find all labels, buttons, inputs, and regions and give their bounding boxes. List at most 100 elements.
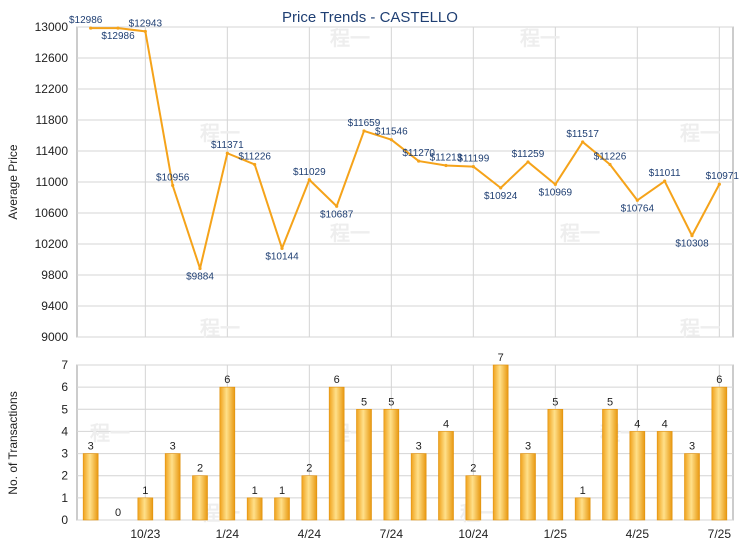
transaction-count-label: 5 [552, 396, 558, 408]
price-y-tick-label: 13000 [35, 20, 69, 34]
transaction-count-label: 3 [170, 441, 176, 453]
transaction-count-label: 1 [252, 485, 258, 497]
transaction-bar [137, 497, 154, 521]
transactions-y-tick-label: 4 [61, 424, 68, 438]
watermark-glyph: 程一 [560, 222, 600, 245]
price-point [690, 234, 694, 238]
price-point [307, 178, 311, 182]
price-line [90, 27, 721, 270]
price-data-label: $9884 [186, 271, 214, 282]
price-point [553, 182, 557, 187]
transaction-bar [219, 386, 236, 521]
price-data-label: $10308 [675, 239, 709, 250]
transactions-grid [77, 364, 733, 521]
price-point [335, 204, 339, 208]
price-point [253, 162, 257, 167]
transaction-count-label: 2 [197, 463, 203, 475]
price-data-label: $11659 [348, 118, 381, 129]
price-y-tick-label: 12600 [35, 51, 69, 65]
transaction-count-label: 6 [224, 374, 230, 386]
transaction-count-label: 2 [470, 463, 476, 475]
transaction-count-label: 3 [88, 441, 94, 453]
price-data-label: $11259 [512, 149, 545, 160]
price-data-label: $11226 [238, 151, 271, 162]
price-y-tick-label: 12200 [35, 82, 69, 96]
transaction-count-label: 4 [662, 418, 668, 430]
transaction-bar [629, 431, 646, 521]
price-data-labels: $12986$12986$12943$10956$9884$11371$1122… [69, 15, 739, 282]
transaction-bar [547, 408, 564, 521]
transaction-count-label: 6 [334, 374, 340, 386]
price-point [89, 26, 93, 30]
transaction-count-label: 7 [498, 352, 504, 364]
price-data-label: $11270 [402, 148, 435, 159]
transaction-count-label: 1 [142, 485, 148, 497]
transaction-count-label: 5 [607, 396, 613, 408]
watermark-glyph: 程一 [680, 122, 720, 145]
transaction-count-label: 1 [580, 485, 586, 497]
price-data-label: $11546 [375, 127, 408, 138]
transaction-bar [356, 408, 372, 521]
price-y-tick-label: 10600 [35, 206, 69, 220]
price-y-tick-label: 9400 [41, 299, 68, 313]
transaction-bar [684, 453, 700, 521]
transaction-bar [82, 453, 99, 521]
x-tick-label: 7/24 [380, 527, 404, 541]
transaction-count-label: 5 [388, 396, 394, 408]
price-y-tick-label: 11000 [36, 175, 69, 189]
transaction-bar [574, 497, 591, 521]
x-axis: 10/23 1/24 4/24 7/24 10/24 1/25 4/25 7/25 [130, 527, 731, 541]
price-y-tick-label: 9000 [41, 330, 68, 344]
price-point [389, 138, 393, 142]
transaction-bar [520, 453, 536, 521]
transaction-count-label: 1 [279, 485, 285, 497]
price-point [417, 159, 421, 163]
watermark-glyph: 程一 [520, 27, 560, 50]
transaction-count-label: 3 [525, 441, 531, 453]
price-data-label: $10924 [484, 191, 518, 202]
transactions-y-axis: 0 1 2 3 4 5 6 7 [61, 358, 68, 527]
price-y-tick-label: 11400 [36, 144, 69, 158]
transactions-plot-area [76, 364, 734, 521]
transactions-y-tick-label: 3 [61, 447, 68, 461]
transaction-count-label: 3 [689, 441, 695, 453]
x-tick-label: 4/24 [298, 527, 322, 541]
price-data-label: $10687 [320, 209, 354, 220]
x-tick-label: 1/24 [216, 527, 240, 541]
transactions-y-tick-label: 5 [61, 402, 68, 416]
transaction-bar [246, 497, 263, 521]
price-data-label: $10971 [706, 171, 740, 182]
price-data-label: $10144 [265, 251, 299, 262]
price-data-label: $11213 [430, 152, 463, 163]
price-y-tick-label: 9800 [41, 268, 68, 282]
price-data-label: $10956 [156, 172, 190, 183]
x-tick-label: 10/23 [130, 527, 160, 541]
transactions-y-tick-label: 0 [61, 513, 68, 527]
price-data-label: $10969 [539, 187, 573, 198]
watermark-glyph: 程一 [680, 317, 720, 340]
watermark-glyph: 程一 [200, 122, 240, 145]
transaction-count-label: 4 [443, 418, 449, 430]
price-y-axis: 9000 9400 9800 10200 10600 11000 11400 11800 122… [35, 20, 69, 344]
price-data-label: $11226 [594, 151, 627, 162]
price-point [581, 140, 585, 144]
transactions-y-tick-label: 2 [61, 469, 68, 483]
price-point [198, 266, 202, 271]
transaction-bar [465, 475, 482, 521]
x-tick-label: 4/25 [626, 527, 650, 541]
price-data-label: $11011 [649, 168, 681, 179]
price-y-axis-label: Average Price [6, 144, 20, 219]
price-point [608, 162, 612, 167]
price-y-tick-label: 11800 [36, 113, 69, 127]
watermark-glyph: 程一 [200, 317, 240, 340]
price-data-label: $12986 [101, 31, 135, 42]
price-data-label: $10764 [621, 203, 655, 214]
price-series [89, 26, 721, 271]
transaction-bar [602, 408, 618, 521]
transaction-bar [383, 408, 400, 521]
price-point [171, 183, 175, 188]
transaction-bar [301, 475, 318, 521]
watermark-glyph: 程一 [90, 422, 130, 445]
price-y-tick-label: 10200 [35, 237, 69, 251]
